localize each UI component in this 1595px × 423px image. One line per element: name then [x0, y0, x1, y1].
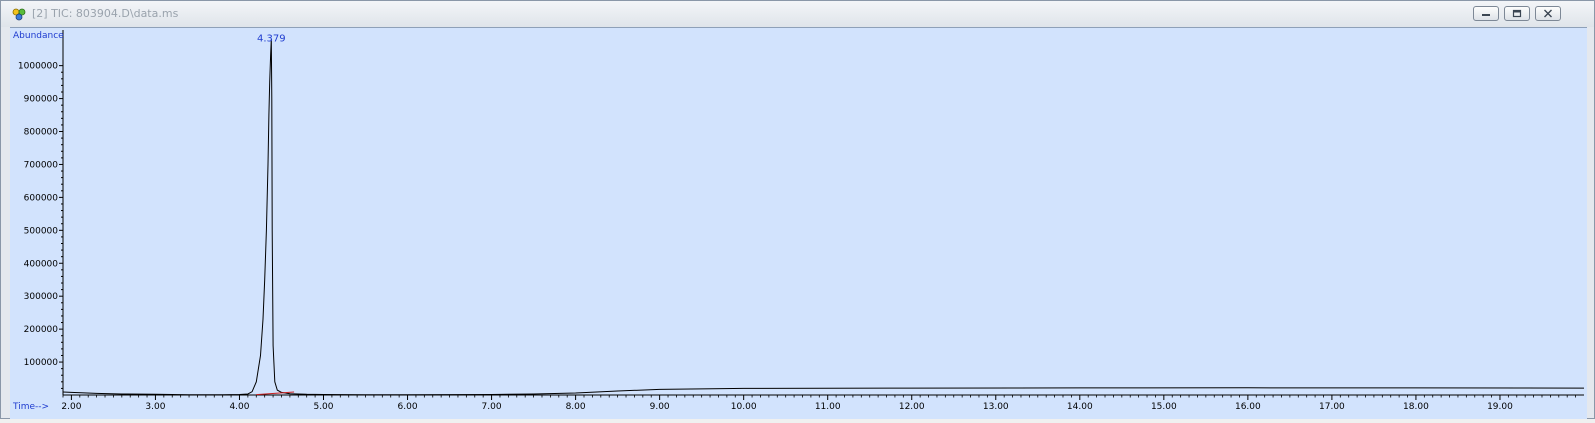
x-tick-label: 6.00	[398, 402, 418, 412]
chromatogram-plot-area[interactable]: 100000 200000 300000 400000 500000 600000 7000…	[10, 27, 1587, 419]
x-tick-label: 14.00	[1067, 402, 1093, 412]
chart-marks: 4.379	[62, 33, 1585, 396]
y-tick-label: 800000	[24, 128, 59, 138]
x-tick-label: 7.00	[482, 402, 502, 412]
x-tick-label: 10.00	[731, 402, 757, 412]
tic-trace-line	[62, 39, 1585, 396]
x-tick-label: 5.00	[313, 402, 333, 412]
x-axis-label: Time-->	[12, 402, 49, 412]
restore-button[interactable]	[1504, 6, 1530, 21]
x-tick-label: 12.00	[899, 402, 925, 412]
y-axis-label: Abundance	[13, 31, 64, 41]
y-tick-label: 700000	[24, 160, 59, 170]
x-tick-label: 8.00	[566, 402, 586, 412]
y-tick-label: 100000	[24, 358, 59, 368]
x-tick-label: 16.00	[1235, 402, 1261, 412]
x-tick-label: 19.00	[1487, 402, 1513, 412]
minimize-icon	[1482, 14, 1490, 16]
y-tick-label: 500000	[24, 226, 59, 236]
x-tick-label: 11.00	[815, 402, 841, 412]
x-tick-label: 9.00	[650, 402, 670, 412]
peak-retention-label: 4.379	[257, 33, 286, 44]
x-tick-label: 4.00	[229, 402, 249, 412]
axes: 100000 200000 300000 400000 500000 600000 7000…	[18, 30, 1584, 412]
y-tick-label: 200000	[24, 325, 59, 335]
x-tick-label: 13.00	[983, 402, 1009, 412]
chromatogram-chart: 100000 200000 300000 400000 500000 600000 7000…	[12, 30, 1585, 412]
restore-icon	[1512, 9, 1522, 18]
x-tick-label: 15.00	[1151, 402, 1177, 412]
window-titlebar[interactable]: [2] TIC: 803904.D\data.ms	[1, 1, 1594, 27]
x-tick-label: 2.00	[61, 402, 81, 412]
y-tick-label: 600000	[24, 193, 59, 203]
x-tick-label: 18.00	[1403, 402, 1429, 412]
peak-baseline-marker	[256, 391, 295, 396]
x-tick-label: 3.00	[145, 402, 165, 412]
close-button[interactable]	[1535, 6, 1561, 21]
close-icon	[1544, 9, 1552, 18]
y-tick-label: 400000	[24, 259, 59, 269]
y-tick-label: 900000	[24, 95, 59, 105]
y-tick-label: 1000000	[18, 62, 58, 72]
window-title: [2] TIC: 803904.D\data.ms	[32, 7, 179, 20]
y-tick-label: 300000	[24, 292, 59, 302]
minimize-button[interactable]	[1473, 6, 1499, 21]
chromatogram-app-icon	[12, 8, 26, 21]
x-tick-label: 17.00	[1319, 402, 1345, 412]
